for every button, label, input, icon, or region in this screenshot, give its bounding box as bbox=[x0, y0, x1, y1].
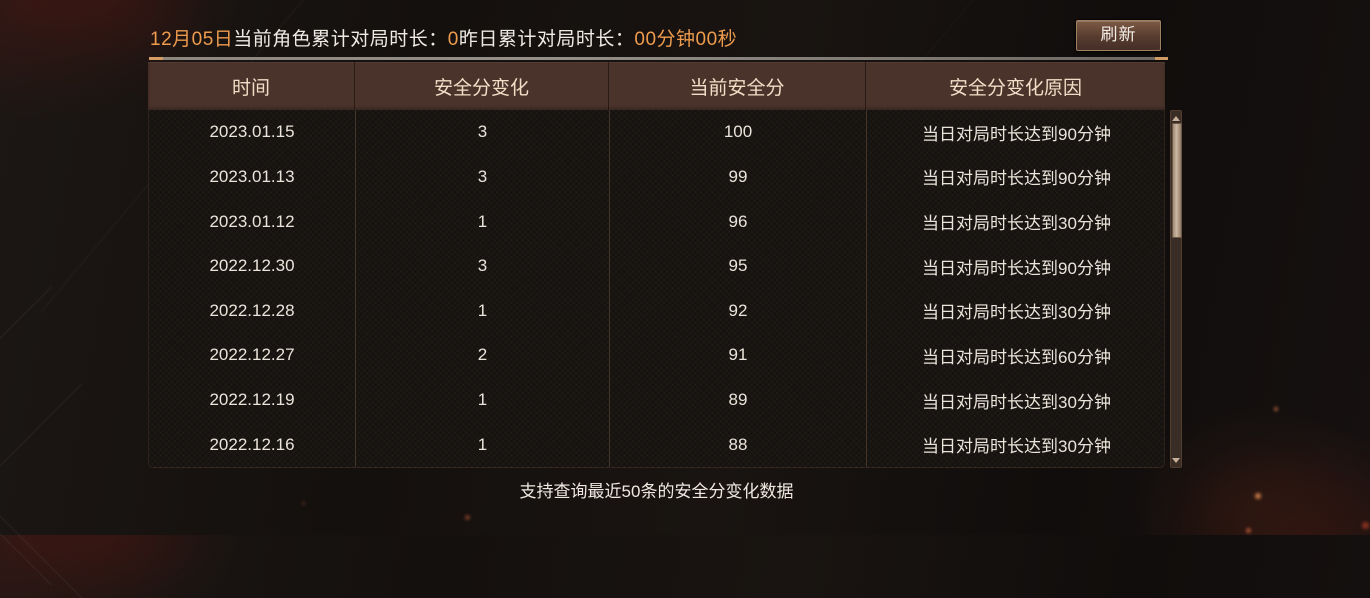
ember-particle bbox=[1255, 493, 1261, 499]
cell-change-reason: 当日对局时长达到30分钟 bbox=[866, 288, 1166, 334]
safety-score-table: 时间 安全分变化 当前安全分 安全分变化原因 2023.01.15 3 100 … bbox=[148, 62, 1165, 468]
ember-particle bbox=[302, 502, 305, 505]
summary-yesterday-value: 00分钟00秒 bbox=[634, 29, 738, 50]
cell-time: 2023.01.15 bbox=[209, 122, 295, 142]
cell-current-score: 91 bbox=[609, 333, 866, 378]
table-row: 2022.12.19 1 89 当日对局时长达到30分钟 bbox=[149, 377, 1166, 423]
table-row: 2023.01.12 1 96 当日对局时长达到30分钟 bbox=[149, 199, 1166, 244]
cell-change-reason: 当日对局时长达到90分钟 bbox=[866, 243, 1166, 289]
cell-time: 2022.12.19 bbox=[209, 390, 295, 410]
table-row: 2023.01.13 3 99 当日对局时长达到90分钟 bbox=[149, 154, 1166, 200]
cell-score-change: 1 bbox=[355, 377, 609, 423]
ember-particle bbox=[1362, 522, 1369, 529]
cell-current-score: 99 bbox=[609, 154, 866, 200]
cell-score-change: 3 bbox=[355, 110, 609, 155]
summary-date: 12月05日 bbox=[150, 29, 234, 50]
cell-current-score: 92 bbox=[609, 288, 866, 334]
column-header-score-change: 安全分变化 bbox=[354, 62, 608, 110]
cell-time: 2022.12.30 bbox=[209, 256, 295, 276]
scrollbar-thumb[interactable] bbox=[1172, 123, 1182, 238]
cell-change-reason: 当日对局时长达到30分钟 bbox=[866, 377, 1166, 423]
cell-current-score: 96 bbox=[609, 199, 866, 244]
cell-change-reason: 当日对局时长达到90分钟 bbox=[866, 110, 1166, 155]
cell-score-change: 1 bbox=[355, 288, 609, 334]
playtime-summary: 12月05日当前角色累计对局时长：0昨日累计对局时长：00分钟00秒 bbox=[150, 24, 737, 51]
triangle-up-icon bbox=[1172, 115, 1180, 121]
summary-label-yesterday: 昨日累计对局时长： bbox=[458, 29, 635, 50]
cell-time: 2023.01.13 bbox=[209, 166, 295, 186]
table-row: 2022.12.28 1 92 当日对局时长达到30分钟 bbox=[149, 288, 1166, 334]
cell-current-score: 89 bbox=[609, 377, 866, 423]
cell-change-reason: 当日对局时长达到60分钟 bbox=[866, 333, 1166, 378]
cell-current-score: 95 bbox=[609, 243, 866, 289]
cell-score-change: 3 bbox=[355, 154, 609, 200]
cell-time: 2022.12.16 bbox=[209, 434, 295, 454]
triangle-down-icon bbox=[1172, 457, 1180, 463]
cell-time: 2022.12.27 bbox=[209, 345, 295, 365]
cell-current-score: 100 bbox=[609, 110, 866, 155]
ember-particle bbox=[465, 515, 470, 520]
column-header-time: 时间 bbox=[231, 77, 270, 99]
column-header-current-score: 当前安全分 bbox=[608, 62, 865, 110]
refresh-button[interactable]: 刷新 bbox=[1076, 20, 1161, 51]
table-scrollbar[interactable] bbox=[1170, 110, 1182, 468]
cell-change-reason: 当日对局时长达到90分钟 bbox=[866, 154, 1166, 200]
table-header-row: 时间 安全分变化 当前安全分 安全分变化原因 bbox=[148, 62, 1165, 110]
table-row: 2022.12.16 1 88 当日对局时长达到30分钟 bbox=[149, 422, 1166, 467]
summary-label-total: 当前角色累计对局时长： bbox=[233, 29, 448, 50]
cell-score-change: 1 bbox=[355, 422, 609, 467]
scroll-up-button[interactable] bbox=[1171, 113, 1181, 123]
cell-score-change: 2 bbox=[355, 333, 609, 378]
table-top-accent-line bbox=[149, 57, 1168, 60]
cell-change-reason: 当日对局时长达到30分钟 bbox=[866, 422, 1166, 467]
footer-note: 支持查询最近50条的安全分变化数据 bbox=[519, 482, 794, 501]
table-row: 2022.12.27 2 91 当日对局时长达到60分钟 bbox=[149, 333, 1166, 378]
cell-time: 2023.01.12 bbox=[209, 211, 295, 231]
cell-change-reason: 当日对局时长达到30分钟 bbox=[866, 199, 1166, 244]
cell-current-score: 88 bbox=[609, 422, 866, 467]
scroll-down-button[interactable] bbox=[1171, 455, 1181, 465]
cell-time: 2022.12.28 bbox=[209, 300, 295, 320]
ember-particle bbox=[1246, 528, 1251, 533]
table-body: 2023.01.15 3 100 当日对局时长达到90分钟 2023.01.13… bbox=[148, 110, 1165, 468]
ember-particle bbox=[1274, 407, 1278, 411]
column-header-change-reason: 安全分变化原因 bbox=[865, 62, 1165, 110]
summary-total-value: 0 bbox=[447, 29, 459, 50]
table-row: 2022.12.30 3 95 当日对局时长达到90分钟 bbox=[149, 243, 1166, 289]
table-row: 2023.01.15 3 100 当日对局时长达到90分钟 bbox=[149, 110, 1166, 155]
cell-score-change: 3 bbox=[355, 243, 609, 289]
cell-score-change: 1 bbox=[355, 199, 609, 244]
